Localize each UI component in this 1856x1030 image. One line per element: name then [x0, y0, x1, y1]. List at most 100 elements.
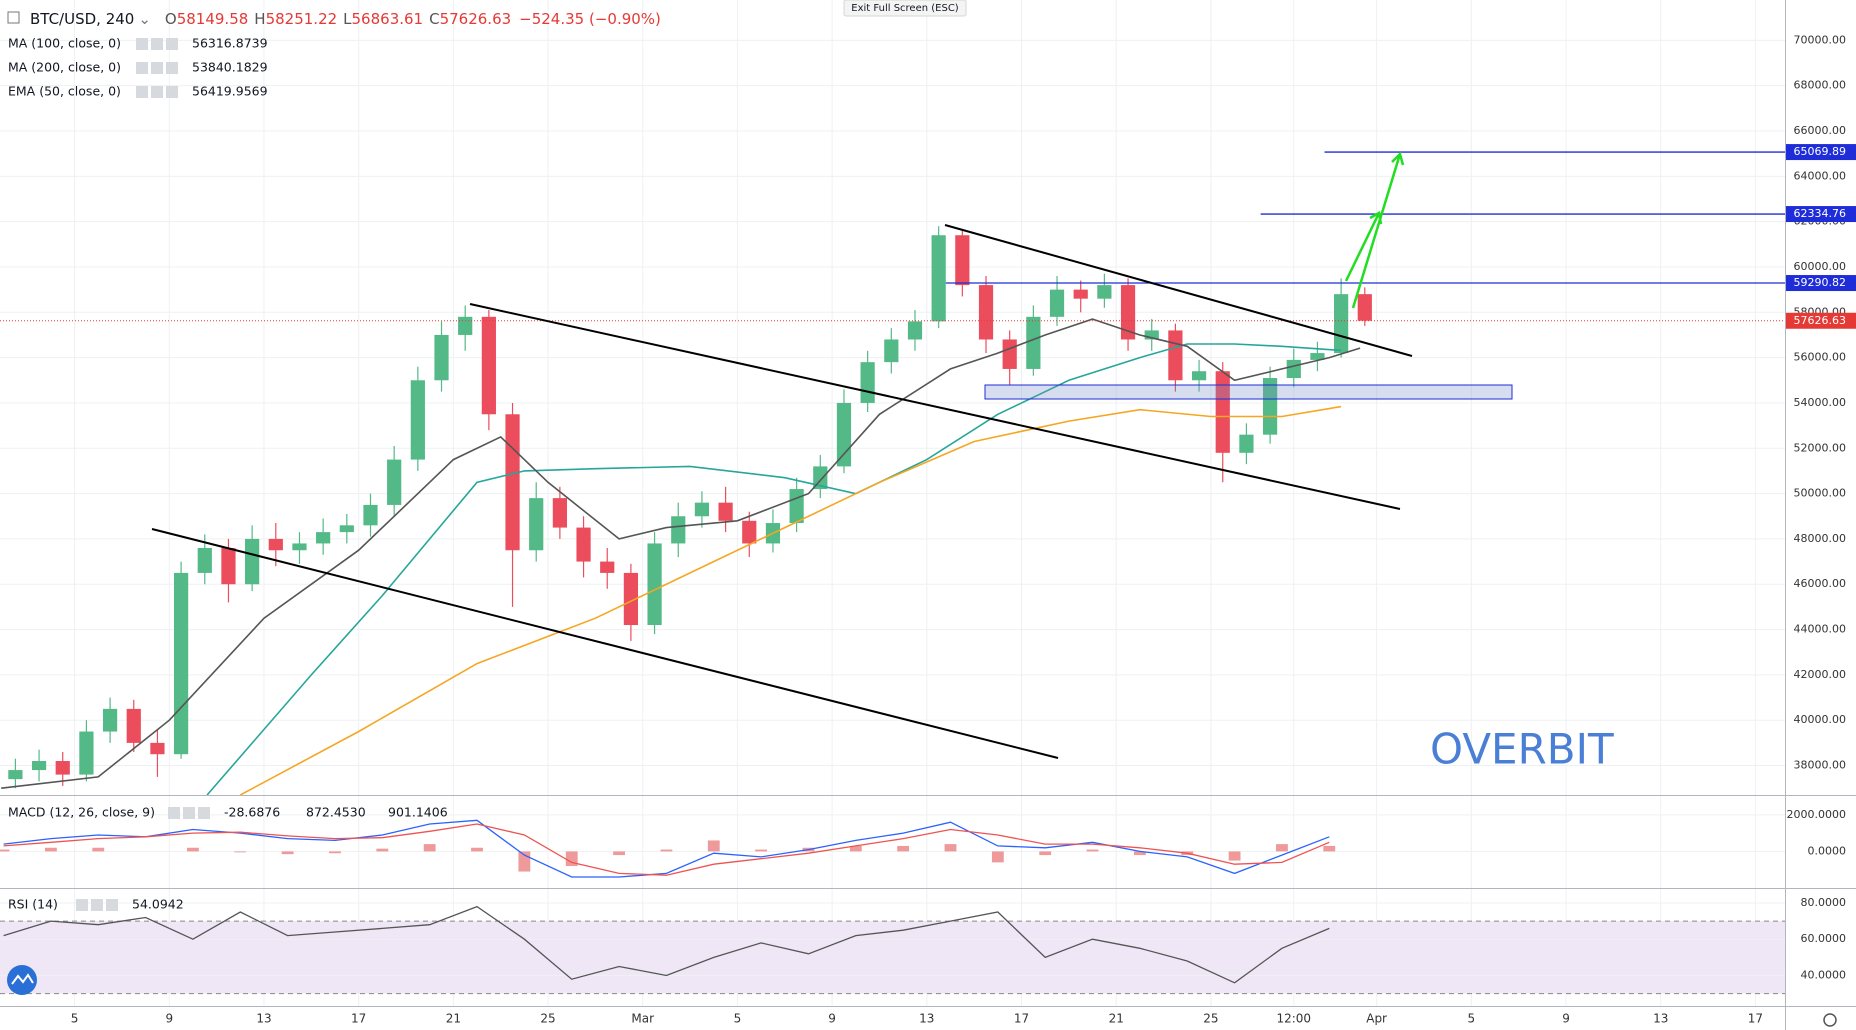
indicator-control[interactable]	[106, 899, 118, 911]
histogram-bar	[0, 849, 10, 852]
x-tick-label: 13	[256, 1012, 271, 1026]
candle-body	[1144, 330, 1159, 340]
legend-header: BTC/USD, 240 ⌄ O58149.58 H58251.22 L56863.61…	[30, 10, 661, 28]
indicator-control[interactable]	[168, 807, 180, 819]
candle-body	[1002, 339, 1017, 369]
indicator-name[interactable]: RSI (14)	[8, 897, 58, 912]
last-price-box	[1786, 312, 1856, 329]
indicator-control[interactable]	[166, 62, 178, 74]
x-tick-label: 9	[165, 1012, 173, 1026]
candle-body	[1097, 285, 1112, 299]
y-tick-label: 48000.00	[1794, 532, 1847, 545]
y-tick-label: 42000.00	[1794, 668, 1847, 681]
candle-body	[102, 708, 118, 732]
y-tick-label: 0.0000	[1808, 844, 1847, 857]
histogram-bar	[187, 847, 199, 852]
price-label: 62334.76	[1794, 207, 1847, 220]
indicator-control[interactable]	[166, 38, 178, 50]
histogram-bar	[1086, 849, 1099, 852]
indicator-name[interactable]: EMA (50, close, 0)	[8, 84, 121, 99]
candle-body	[1191, 371, 1207, 381]
candle-body	[126, 708, 141, 743]
indicator-control[interactable]	[166, 86, 178, 98]
indicator-control[interactable]	[198, 807, 210, 819]
ohlc-label: L	[343, 10, 352, 28]
histogram-bar	[329, 851, 341, 854]
candle-body	[1239, 434, 1254, 453]
candle-body	[907, 321, 923, 340]
histogram-bar	[1323, 845, 1336, 852]
candle-body	[292, 543, 307, 551]
zone-box	[984, 384, 1513, 400]
indicator-value: 56419.9569	[192, 84, 268, 99]
indicator-control[interactable]	[151, 86, 163, 98]
y-tick-label: 54000.00	[1794, 396, 1847, 409]
candle-body	[434, 334, 449, 381]
histogram-bar	[423, 844, 436, 852]
candle-body	[955, 235, 970, 286]
ohlc-label: O	[165, 10, 177, 28]
histogram-bar	[1039, 851, 1052, 856]
plot	[0, 151, 1785, 984]
candle-body	[623, 572, 639, 626]
histogram-bar	[565, 851, 578, 867]
x-tick-label: 5	[734, 1012, 742, 1026]
y-tick-label: 50000.00	[1794, 487, 1847, 500]
candle-body	[1334, 294, 1349, 354]
y-tick-label: 56000.00	[1794, 351, 1847, 364]
indicator-legends: MA (100, close, 0) 56316.8739 MA (200, clo…	[8, 36, 448, 912]
candle-body	[836, 402, 852, 467]
x-tick-label: 13	[1653, 1012, 1668, 1026]
histogram-bar	[849, 845, 862, 852]
indicator-control[interactable]	[136, 38, 148, 50]
candle-body	[8, 770, 23, 780]
indicator-value: 53840.1829	[192, 60, 268, 75]
indicator-control[interactable]	[76, 899, 88, 911]
indicator-control[interactable]	[183, 807, 195, 819]
y-tick-label: 52000.00	[1794, 441, 1847, 454]
ohlc-value: 58251.22	[266, 10, 338, 28]
symbol[interactable]: BTC/USD, 240	[30, 10, 134, 28]
candle-body	[79, 731, 94, 775]
price-label-box	[1786, 144, 1856, 161]
indicator-control[interactable]	[136, 86, 148, 98]
candle-body	[174, 572, 189, 755]
logo-mark	[11, 973, 34, 985]
indicator-control[interactable]	[151, 38, 163, 50]
indicator-value: 901.1406	[388, 805, 448, 820]
indicator-control[interactable]	[136, 62, 148, 74]
candle-body	[978, 285, 994, 340]
histogram-bar	[944, 844, 957, 852]
candle-body	[245, 538, 260, 585]
candle-body	[197, 547, 212, 573]
exit-button-label[interactable]: Exit Full Screen (ESC)	[851, 3, 959, 14]
indicator-name[interactable]: MACD (12, 26, close, 9)	[8, 805, 155, 820]
indicator-control[interactable]	[151, 62, 163, 74]
candle-body	[600, 561, 615, 573]
candle-body	[694, 502, 710, 517]
y-tick-label: 66000.00	[1794, 124, 1847, 137]
indicator-name[interactable]: MA (100, close, 0)	[8, 36, 121, 51]
histogram-bar	[92, 847, 105, 852]
candle-body	[671, 516, 686, 544]
candle-body	[1120, 285, 1136, 340]
x-tick-label: 17	[1014, 1012, 1029, 1026]
settings-icon[interactable]	[1823, 1013, 1837, 1027]
candle-body	[718, 502, 733, 521]
exit-button[interactable]	[843, 0, 967, 17]
histogram-bar	[44, 847, 57, 852]
y-tick-label: 60.0000	[1801, 932, 1847, 945]
candle-body	[339, 525, 354, 533]
candle-body	[1168, 330, 1183, 381]
x-tick-label: 9	[828, 1012, 836, 1026]
indicator-control[interactable]	[91, 899, 103, 911]
moving-average	[206, 343, 1342, 796]
last-price-label: 57626.63	[1794, 314, 1847, 327]
candle-body	[268, 538, 283, 551]
histogram-bar	[1276, 844, 1288, 852]
indicator-name[interactable]: MA (200, close, 0)	[8, 60, 121, 75]
candle-body	[529, 498, 544, 551]
x-tick-label: 21	[1109, 1012, 1124, 1026]
collapse-icon[interactable]	[7, 11, 20, 24]
